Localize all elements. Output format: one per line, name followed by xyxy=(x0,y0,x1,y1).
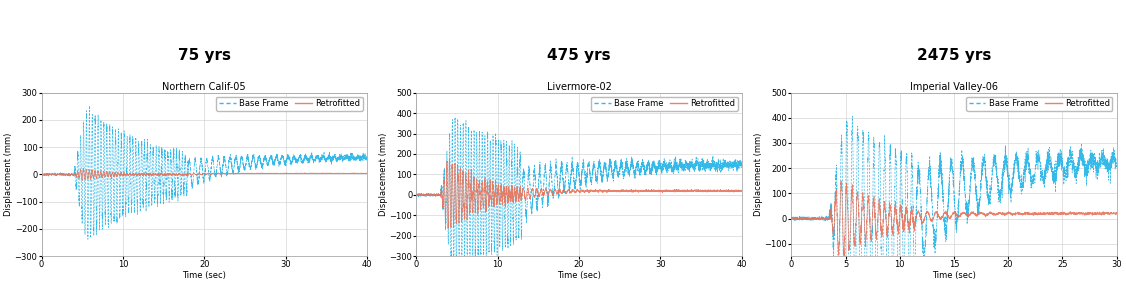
Retrofitted xyxy=(99,171,113,174)
X-axis label: Time (sec): Time (sec) xyxy=(557,271,601,280)
Retrofitted xyxy=(914,218,928,221)
Base Frame xyxy=(35,172,48,175)
Retrofitted xyxy=(573,189,587,192)
Y-axis label: Displacement (mm): Displacement (mm) xyxy=(5,133,14,216)
Retrofitted xyxy=(257,172,270,175)
Line: Retrofitted: Retrofitted xyxy=(792,181,1117,257)
Legend: Base Frame, Retrofitted: Base Frame, Retrofitted xyxy=(966,97,1112,111)
Retrofitted xyxy=(838,256,851,259)
Base Frame xyxy=(785,217,798,220)
Line: Base Frame: Base Frame xyxy=(42,106,367,239)
Retrofitted xyxy=(785,217,798,220)
Retrofitted xyxy=(834,179,848,182)
X-axis label: Time (sec): Time (sec) xyxy=(182,271,226,280)
Retrofitted xyxy=(177,173,190,177)
Retrofitted xyxy=(443,156,456,160)
Y-axis label: Displacement (mm): Displacement (mm) xyxy=(754,133,763,216)
Retrofitted xyxy=(850,208,864,211)
Base Frame xyxy=(850,223,864,226)
Base Frame xyxy=(631,164,644,168)
Base Frame xyxy=(456,217,470,220)
Text: 75 yrs: 75 yrs xyxy=(178,48,231,63)
Base Frame xyxy=(81,238,95,241)
Line: Retrofitted: Retrofitted xyxy=(417,158,742,228)
Line: Retrofitted: Retrofitted xyxy=(42,168,367,181)
Retrofitted xyxy=(75,179,89,182)
Base Frame xyxy=(548,175,562,179)
Text: 2475 yrs: 2475 yrs xyxy=(917,48,991,63)
Retrofitted xyxy=(35,173,48,176)
Title: Imperial Valley-06: Imperial Valley-06 xyxy=(910,82,998,92)
Base Frame xyxy=(941,208,955,211)
Base Frame xyxy=(448,116,462,120)
Base Frame xyxy=(198,166,212,170)
Line: Base Frame: Base Frame xyxy=(792,116,1117,284)
Retrofitted xyxy=(552,190,565,193)
Base Frame xyxy=(893,239,906,242)
Base Frame xyxy=(1096,158,1109,162)
Base Frame xyxy=(257,164,270,168)
Y-axis label: Displacement (mm): Displacement (mm) xyxy=(379,133,388,216)
Base Frame xyxy=(573,188,587,191)
X-axis label: Time (sec): Time (sec) xyxy=(932,271,976,280)
Base Frame xyxy=(914,202,928,206)
Retrofitted xyxy=(1096,212,1109,216)
Retrofitted xyxy=(456,189,470,192)
Title: Northern Calif-05: Northern Calif-05 xyxy=(162,82,245,92)
Retrofitted xyxy=(173,173,187,177)
Retrofitted xyxy=(735,189,749,192)
Retrofitted xyxy=(982,212,995,215)
Base Frame xyxy=(81,197,95,200)
Retrofitted xyxy=(77,167,90,170)
Base Frame xyxy=(447,271,461,274)
Base Frame xyxy=(552,197,565,201)
Retrofitted xyxy=(893,220,906,224)
Legend: Base Frame, Retrofitted: Base Frame, Retrofitted xyxy=(591,97,738,111)
Base Frame xyxy=(173,176,187,179)
Base Frame xyxy=(410,193,423,196)
Retrofitted xyxy=(631,189,644,193)
Base Frame xyxy=(99,148,113,151)
Base Frame xyxy=(982,199,995,202)
Base Frame xyxy=(177,192,190,195)
Legend: Base Frame, Retrofitted: Base Frame, Retrofitted xyxy=(216,97,363,111)
Retrofitted xyxy=(360,172,374,175)
Line: Base Frame: Base Frame xyxy=(417,118,742,273)
Text: 475 yrs: 475 yrs xyxy=(547,48,611,63)
Retrofitted xyxy=(410,193,423,197)
Base Frame xyxy=(360,155,374,158)
Title: Livermore-02: Livermore-02 xyxy=(546,82,611,92)
Retrofitted xyxy=(1110,212,1124,216)
Base Frame xyxy=(735,160,749,164)
Base Frame xyxy=(474,237,488,241)
Retrofitted xyxy=(474,199,488,202)
Retrofitted xyxy=(941,214,955,217)
Base Frame xyxy=(82,104,96,108)
Retrofitted xyxy=(81,177,95,180)
Base Frame xyxy=(846,114,859,118)
Base Frame xyxy=(1110,166,1124,169)
Retrofitted xyxy=(441,227,455,230)
Retrofitted xyxy=(548,188,562,191)
Retrofitted xyxy=(198,172,212,176)
